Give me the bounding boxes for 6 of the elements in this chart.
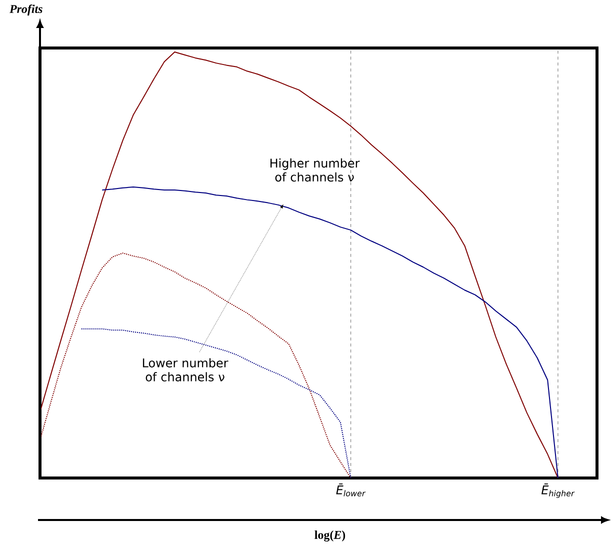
y-axis-title: Profits	[10, 4, 42, 16]
x-tick-label: Ē$_{higher}$	[541, 484, 575, 498]
x-tick-label: Ē$_{lower}$	[336, 484, 366, 496]
annotation: Lower number of channels ν	[142, 358, 228, 382]
annotation: Higher number of channels ν	[270, 158, 360, 182]
x-axis-title: log(E)	[314, 530, 346, 542]
